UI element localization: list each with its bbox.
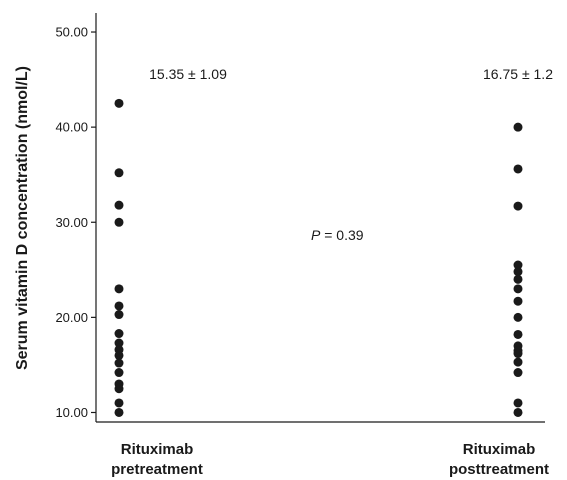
- p-value-symbol: P: [311, 227, 321, 243]
- y-tick-label: 50.00: [55, 25, 88, 40]
- pretreatment-data-point: [114, 301, 124, 311]
- pretreatment-data-point: [114, 384, 124, 394]
- posttreatment-summary-label: 16.75 ± 1.2: [483, 66, 553, 82]
- y-tick-label: 10.00: [55, 405, 88, 420]
- posttreatment-data-point: [513, 267, 523, 277]
- posttreatment-data-point: [513, 122, 523, 132]
- pretreatment-data-point: [114, 368, 124, 378]
- pretreatment-data-point: [114, 98, 124, 108]
- posttreatment-data-point: [513, 284, 523, 294]
- y-tick-label: 40.00: [55, 120, 88, 135]
- data-points: [114, 98, 523, 417]
- pretreatment-summary-label: 15.35 ± 1.09: [149, 66, 227, 82]
- y-axis-title: Serum vitamin D concentration (nmol/L): [14, 66, 31, 370]
- posttreatment-data-point: [513, 349, 523, 359]
- posttreatment-data-point: [513, 260, 523, 270]
- posttreatment-data-point: [513, 312, 523, 322]
- pretreatment-data-point: [114, 338, 124, 348]
- pretreatment-data-point: [114, 284, 124, 294]
- pretreatment-data-point: [114, 200, 124, 210]
- posttreatment-data-point: [513, 274, 523, 284]
- posttreatment-data-point: [513, 407, 523, 417]
- y-axis-ticks: 10.00 20.00 30.00 40.00 50.00: [55, 25, 96, 420]
- category-label-posttreatment-line1: Rituximab: [463, 441, 536, 458]
- p-value-annotation: P = 0.39: [311, 227, 364, 243]
- posttreatment-data-point: [513, 398, 523, 408]
- posttreatment-data-point: [513, 164, 523, 174]
- posttreatment-data-point: [513, 329, 523, 339]
- p-value-text: = 0.39: [320, 227, 363, 243]
- pretreatment-data-point: [114, 350, 124, 360]
- posttreatment-data-point: [513, 201, 523, 211]
- pretreatment-data-point: [114, 398, 124, 408]
- y-tick-label: 20.00: [55, 310, 88, 325]
- pretreatment-data-point: [114, 358, 124, 368]
- pretreatment-data-point: [114, 217, 124, 227]
- posttreatment-data-point: [513, 296, 523, 306]
- pretreatment-data-point: [114, 168, 124, 178]
- category-label-posttreatment-line2: posttreatment: [449, 461, 549, 478]
- posttreatment-data-point: [513, 357, 523, 367]
- category-label-pretreatment-line2: pretreatment: [111, 461, 203, 478]
- category-label-pretreatment-line1: Rituximab: [121, 441, 194, 458]
- pretreatment-data-point: [114, 329, 124, 339]
- posttreatment-data-point: [513, 368, 523, 378]
- pretreatment-data-point: [114, 310, 124, 320]
- y-tick-label: 30.00: [55, 215, 88, 230]
- pretreatment-data-point: [114, 407, 124, 417]
